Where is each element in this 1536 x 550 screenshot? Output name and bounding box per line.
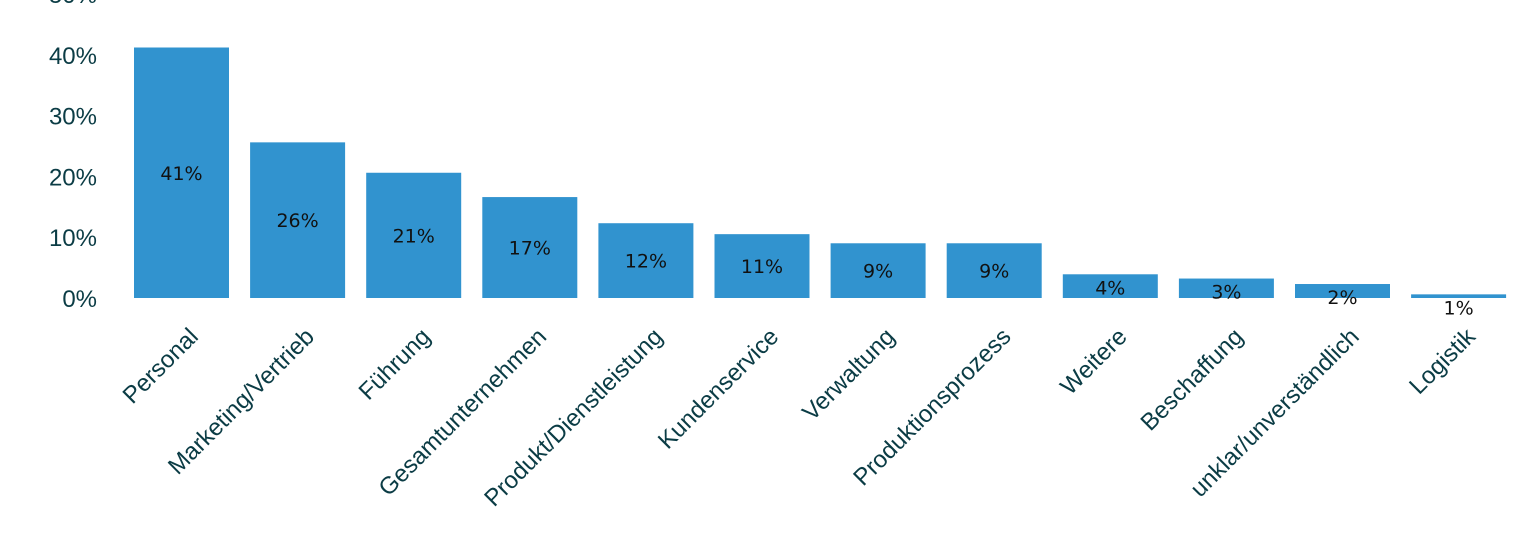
- x-tick-label: Verwaltung: [797, 323, 900, 426]
- y-tick-label: 0%: [62, 286, 97, 313]
- x-tick-label: Personal: [118, 323, 204, 409]
- data-label: 11%: [741, 256, 783, 278]
- bar: [714, 234, 810, 298]
- bar: [1411, 294, 1507, 298]
- bar: [598, 223, 694, 298]
- bar: [1295, 284, 1390, 298]
- x-tick-label: Weitere: [1055, 323, 1132, 400]
- data-label: 12%: [625, 251, 667, 273]
- x-tick-label: Kundenservice: [653, 323, 784, 454]
- data-label: 4%: [1095, 277, 1125, 299]
- data-label: 2%: [1327, 287, 1357, 309]
- y-axis: 0% 10% 20% 30% 40% 50%: [49, 0, 97, 313]
- data-label: 9%: [863, 261, 893, 283]
- x-tick-label: Führung: [354, 323, 436, 405]
- y-tick-label: 50%: [49, 0, 97, 9]
- data-label: 1%: [1444, 297, 1474, 319]
- data-label: 26%: [276, 210, 318, 232]
- bars: [134, 47, 1507, 299]
- data-label: 17%: [509, 238, 551, 260]
- y-tick-label: 10%: [49, 225, 97, 252]
- bar: [366, 172, 462, 298]
- bar: [482, 197, 578, 298]
- bar: [1178, 278, 1274, 298]
- bar: [134, 47, 229, 299]
- bar: [1062, 274, 1158, 298]
- y-tick-label: 30%: [49, 104, 97, 131]
- x-tick-label: Logistik: [1404, 322, 1481, 399]
- bar: [830, 243, 926, 298]
- data-labels: 41% 26% 21% 17% 12% 11% 9% 9% 4% 3% 2% 1%: [160, 163, 1473, 320]
- data-label: 21%: [393, 225, 435, 247]
- data-label: 9%: [979, 261, 1009, 283]
- bar: [250, 142, 346, 298]
- data-label: 3%: [1211, 282, 1241, 304]
- bar: [946, 243, 1042, 298]
- data-label: 41%: [160, 163, 202, 185]
- x-tick-label: Beschaffung: [1136, 323, 1249, 436]
- y-tick-label: 20%: [49, 164, 97, 191]
- y-tick-label: 40%: [49, 43, 97, 70]
